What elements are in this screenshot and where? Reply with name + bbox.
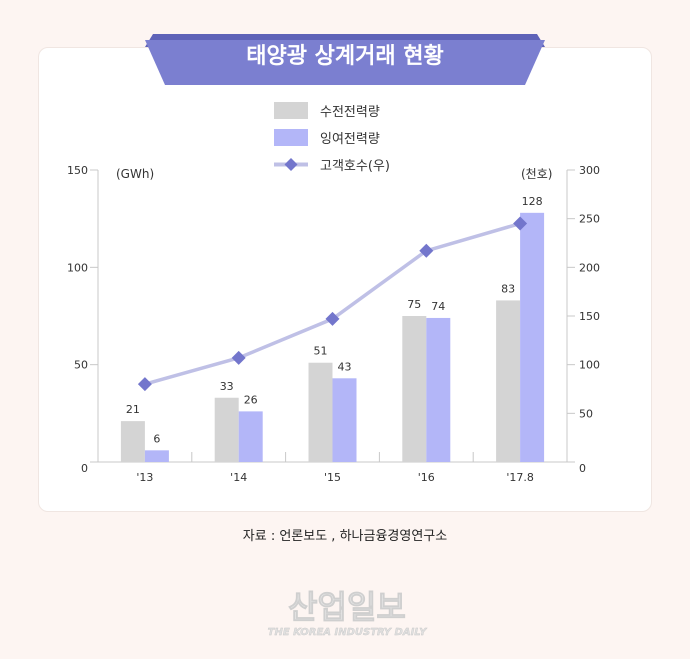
- bar-received: [496, 300, 521, 462]
- bar-value-label: 21: [126, 403, 140, 416]
- x-tick-label: '13: [136, 471, 153, 484]
- legend-label: 잉여전력량: [320, 132, 380, 147]
- y-tick-label-right: 300: [579, 164, 600, 177]
- title-banner: [145, 34, 545, 85]
- svg-text:산업일보: 산업일보: [288, 588, 406, 626]
- bar-value-label: 6: [153, 432, 160, 445]
- y-tick-label-right: 100: [579, 359, 600, 372]
- y-tick-label-right: 200: [579, 261, 600, 274]
- bar-surplus: [520, 212, 545, 462]
- bar-value-label: 33: [220, 380, 234, 393]
- bar-value-label: 128: [522, 195, 543, 208]
- svg-text:THE KOREA INDUSTRY DAILY: THE KOREA INDUSTRY DAILY: [268, 627, 428, 638]
- bar-surplus: [426, 317, 451, 462]
- bar-value-label: 75: [407, 298, 421, 311]
- bar-surplus: [144, 450, 169, 462]
- legend-label: 고객호수(우): [320, 159, 390, 174]
- y-tick-label-left: 100: [67, 261, 88, 274]
- bar-surplus: [238, 411, 263, 462]
- legend: 수전전력량 잉여전력량 고객호수(우): [274, 97, 390, 178]
- x-tick-label: '17.8: [506, 471, 534, 484]
- bar-value-label: 74: [431, 300, 445, 313]
- customers-line: [144, 221, 521, 386]
- chart-title: 태양광 상계거래 현황: [246, 44, 444, 69]
- legend-label: 수전전력량: [320, 105, 380, 120]
- bar-received: [308, 362, 333, 462]
- legend-diamond-icon: [274, 158, 308, 171]
- customers-marker: [231, 350, 246, 365]
- banner-shape: [145, 40, 545, 85]
- x-tick-label: '16: [418, 471, 435, 484]
- y-tick-label-right: 250: [579, 213, 600, 226]
- bar-received: [120, 421, 145, 462]
- y-tick-label-left: 150: [67, 164, 88, 177]
- bar-received: [214, 397, 239, 462]
- bar-value-label: 51: [314, 345, 328, 358]
- bar-value-label: 43: [338, 360, 352, 373]
- bar-value-label: 26: [244, 393, 258, 406]
- y-axis-left-label: (GWh): [116, 167, 154, 181]
- bar-surplus: [332, 378, 357, 462]
- x-tick-label: '15: [324, 471, 341, 484]
- chart-plot: (GWh) (천호) 0 50 100 150 0 50 100 150 200 250 300 '1…: [67, 164, 600, 484]
- legend-item: 수전전력량: [274, 97, 390, 124]
- y-axis-right-label: (천호): [521, 166, 552, 181]
- legend-item: 잉여전력량: [274, 124, 390, 151]
- legend-swatch: [274, 102, 308, 119]
- bar-value-label: 83: [501, 282, 515, 295]
- y-tick-label-right: 0: [579, 462, 586, 475]
- legend-item: 고객호수(우): [274, 151, 390, 178]
- customers-marker: [419, 243, 434, 258]
- source-note: 자료 : 언론보도 , 하나금융경영연구소: [242, 529, 448, 544]
- x-tick-label: '14: [230, 471, 247, 484]
- legend-swatch: [274, 129, 308, 146]
- bar-received: [402, 316, 427, 462]
- y-tick-label-right: 150: [579, 310, 600, 323]
- customers-marker: [137, 377, 152, 392]
- customers-marker: [513, 216, 528, 231]
- logo-watermark: 산업일보 THE KOREA INDUSTRY DAILY: [267, 588, 428, 638]
- y-tick-label-left: 0: [81, 462, 88, 475]
- y-tick-label-left: 50: [74, 359, 88, 372]
- customers-marker: [325, 311, 340, 326]
- y-tick-label-right: 50: [579, 407, 593, 420]
